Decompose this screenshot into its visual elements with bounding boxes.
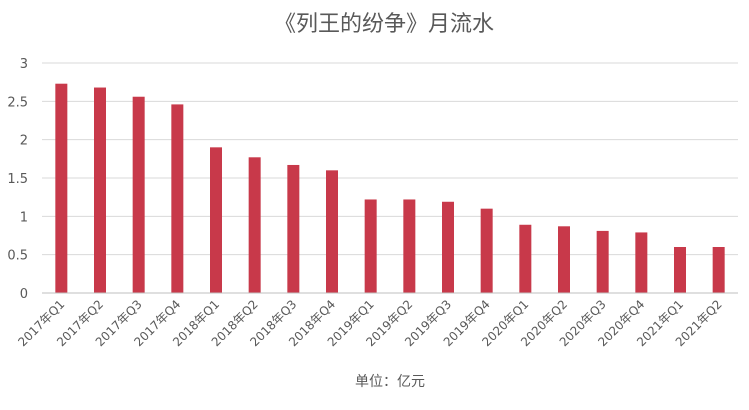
bar [674,247,686,293]
y-tick-label: 2.5 [7,95,28,110]
x-axis-ticks: 2017年Q12017年Q22017年Q32017年Q42018年Q12018年… [15,297,724,349]
bar [403,199,416,293]
y-tick-label: 0 [20,287,28,302]
bar [132,96,145,293]
bar [364,199,377,293]
bar [171,104,184,294]
y-tick-label: 1 [20,210,28,225]
bar [210,147,222,293]
bar [558,226,570,293]
bar [712,247,725,293]
bar [326,170,338,293]
y-axis-ticks: 0 0.5 1 1.5 2 2.5 3 [7,57,28,302]
chart-title: 《列王的纷争》月流水 [274,12,494,37]
y-tick-label: 0.5 [7,249,28,264]
bar [287,164,300,293]
y-tick-label: 2 [20,134,28,149]
bar [596,230,609,293]
bar [480,208,493,293]
bar [248,157,261,293]
bars [55,83,725,294]
bar [635,232,648,293]
bar [519,224,532,293]
bar [442,201,454,293]
y-tick-label: 3 [20,57,28,72]
grid-lines [42,62,738,256]
y-tick-label: 1.5 [7,172,28,187]
bar [55,83,68,293]
x-axis-label: 单位：亿元 [355,374,425,390]
bar [94,87,106,294]
